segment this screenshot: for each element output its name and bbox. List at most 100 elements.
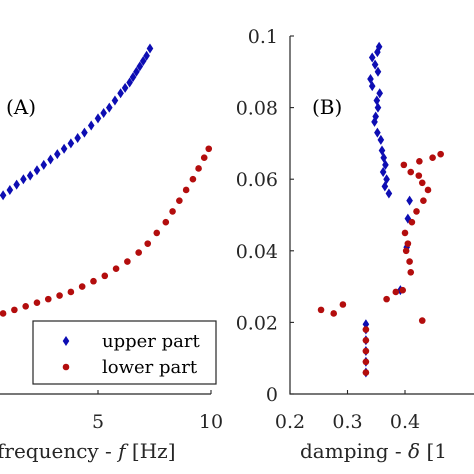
legend-label-lower: lower part [102,357,198,378]
panel-b-point-upper [406,195,413,206]
panel-b-point-upper [362,319,370,330]
panel-b-point-upper [374,102,382,113]
panel-b-point-lower [407,168,415,176]
panel-b-point-upper [375,41,383,52]
panel-b-y-tick-label: 0.02 [236,312,278,334]
panel-a-point-lower [33,299,41,307]
panel-b-point-lower [401,229,409,237]
panel-a-label: (A) [6,95,36,119]
panel-b-point-lower [362,337,370,344]
panel-b-point-upper [382,159,389,170]
panel-a-point-upper [74,133,81,144]
panel-a-point-lower [200,154,208,162]
panel-a-point-lower [182,186,190,194]
panel-a-point-lower [90,277,97,285]
legend-box [32,320,217,385]
panel-a-point-upper [143,50,150,61]
panel-a-point-upper [47,154,54,165]
panel-b-y-tick-label: 0.04 [236,241,278,263]
panel-a-point-lower [176,197,183,204]
panel-a-x-ticks: 5 10 [92,390,223,433]
panel-b-point-upper [371,116,378,127]
panel-a-x-tick-label: 5 [92,411,104,433]
panel-b-y-tick-label: 0 [266,384,278,406]
panel-a-point-lower [162,218,170,226]
panel-a-point-lower [189,175,197,183]
panel-a-point-upper [121,82,129,93]
panel-b-point-lower [362,347,370,355]
panel-b-point-lower [404,240,412,247]
panel-a-point-lower [11,306,18,314]
panel-b-point-lower [437,150,444,158]
panel-b-point-lower [362,358,370,366]
panel-b-point-upper [376,88,383,99]
panel-b-x-tick-label: 0.3 [332,411,362,433]
panel-a-point-lower [22,302,29,310]
panel-a-point-upper [146,43,154,54]
panel-b-point-lower [330,310,338,317]
panel-b-point-upper [385,188,393,199]
panel-b-y-tick-label: 0.06 [236,169,278,191]
panel-a-point-upper [139,56,147,67]
panel-b-point-lower [418,179,426,187]
panel-b-point-lower [362,326,370,333]
panel-a-point-lower [205,145,213,153]
panel-a-points [0,43,213,317]
panel-b-point-lower [416,158,423,165]
panel-a-point-upper [126,77,133,88]
panel-a-point-lower [112,265,120,273]
panel-a-point-lower [78,283,86,290]
panel-a-point-upper [129,72,137,83]
panel-b-point-lower [406,258,413,265]
panel-b-point-lower [424,186,432,194]
panel-a-point-lower [144,240,152,247]
panel-a-point-lower [44,295,52,303]
panel-b-label: (B) [312,95,342,119]
panel-a-point-upper [133,66,140,77]
panel-a-point-lower [56,292,63,299]
panel-a-x-axis-label: frequency - f [Hz] [0,439,176,463]
panel-b-point-lower [418,317,426,324]
panel-a-point-upper [60,143,68,154]
legend-marker-lower [62,363,70,371]
panel-b-point-lower [402,247,410,255]
panel-a-point-lower [153,229,161,237]
panel-a-point-lower [67,288,75,296]
panel-a-point-upper [26,170,34,181]
panel-a-point-upper [54,149,61,160]
panel-b-point-upper [367,73,374,84]
panel-b-point-upper [380,152,388,163]
panel-b-point-lower [383,295,390,303]
panel-a-point-upper [6,184,14,195]
panel-a-point-upper [136,61,144,72]
panel-b-point-upper [374,66,382,77]
panel-a-point-upper [94,113,102,124]
panel-b-axes [289,36,474,395]
panel-a-point-lower [0,310,7,317]
panel-b-y-tick-label: 0.08 [236,98,278,120]
panel-b-point-lower [407,268,415,276]
panel-a-point-lower [101,272,109,280]
panel-a-point-lower [169,208,176,215]
panel-b-y-tick-label: 0.1 [248,26,278,48]
panel-a: (A) 5 10 frequency - f [Hz] [0,43,223,463]
panel-a-point-upper [40,159,48,170]
panel-a-point-upper [33,165,41,176]
panel-b-x-tick-label: 0.4 [390,411,420,433]
panel-a-point-upper [81,127,88,138]
panel-b-points [317,41,444,378]
panel-a-point-lower [135,249,142,256]
panel-b-point-upper [368,81,376,92]
panel-a-point-upper [117,88,124,99]
panel-b-point-lower [420,197,427,204]
panel-b-point-upper [368,52,376,63]
panel-b-point-upper [371,59,379,70]
panel-b-point-upper [374,127,381,138]
panel-a-x-tick-label: 10 [199,411,223,433]
panel-a-point-upper [20,174,27,185]
panel-a-point-lower [124,258,131,265]
panel-b-point-upper [383,174,390,185]
panel-a-point-upper [111,95,119,106]
panel-b-point-upper [372,111,379,122]
